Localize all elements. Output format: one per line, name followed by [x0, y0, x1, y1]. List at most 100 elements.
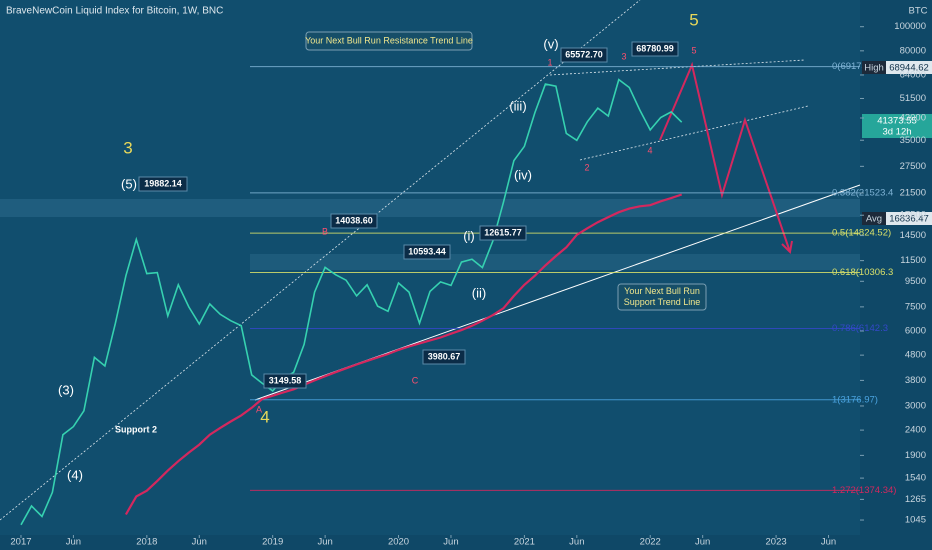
- avg-tag: [862, 212, 886, 225]
- y-tick-label: 35000: [900, 135, 926, 146]
- currency: BTC: [909, 6, 928, 17]
- annotation: Your Next Bull Run Resistance Trend Line: [305, 35, 473, 45]
- x-tick-label: Jun: [66, 537, 81, 548]
- price-label: 3149.58: [269, 375, 302, 385]
- x-tick-label: 2017: [10, 537, 31, 548]
- fib-label: 0.5(14824.52): [832, 228, 891, 239]
- price-label: 10593.44: [408, 246, 446, 256]
- channel-line: [549, 59, 806, 76]
- annotation: Your Next Bull Run Support Trend Line: [623, 286, 701, 307]
- high-tag: [862, 61, 886, 74]
- price-label-box: [403, 244, 451, 260]
- y-tick-label: 64000: [900, 69, 926, 80]
- wave-label: 4: [260, 407, 269, 426]
- moving-average: [124, 193, 683, 516]
- price-label: 3980.67: [428, 351, 461, 361]
- price-label-box: [263, 373, 307, 389]
- countdown: 3d 12h: [882, 127, 911, 138]
- y-tick-label: 3800: [905, 375, 926, 386]
- x-tick-label: Jun: [695, 537, 710, 548]
- sub-wave-label: C: [412, 375, 419, 385]
- fib-label: 0.786(6142.3: [832, 323, 888, 334]
- y-tick-label: 51500: [900, 93, 926, 104]
- price-label-box: [138, 176, 188, 192]
- sub-wave-label: 3: [621, 51, 626, 61]
- y-tick-label: 3000: [905, 400, 926, 411]
- price-label: 19882.14: [144, 178, 182, 188]
- resistance-trend-line: [0, 0, 641, 521]
- price-label-group: 19882.14 14038.60 10593.44 12615.77 6557…: [138, 41, 679, 389]
- y-tick-label: 11500: [900, 255, 926, 266]
- wave-label: (i): [463, 228, 475, 243]
- x-tick-label: Jun: [192, 537, 207, 548]
- y-tick-label: 1265: [905, 494, 926, 505]
- x-tick-label: Jun: [317, 537, 332, 548]
- y-tick-label: 27500: [900, 161, 926, 172]
- y-tick-label: 9500: [905, 276, 926, 287]
- price-label: 14038.60: [335, 215, 373, 225]
- y-tick-label: 21500: [900, 187, 926, 198]
- annotation-box: [305, 31, 473, 51]
- sub-wave-label: B: [322, 226, 328, 236]
- x-tick-label: Jun: [821, 537, 836, 548]
- price-line: [20, 78, 683, 526]
- y-tick-label: 2400: [905, 425, 926, 436]
- sub-wave-label: 4: [647, 145, 652, 155]
- sub-wave-label: 2: [584, 162, 589, 172]
- fib-label: 0.618(10306.3: [832, 267, 893, 278]
- avg-label: Avg: [866, 214, 882, 225]
- x-tick-label: 2018: [136, 537, 157, 548]
- wave-label: (ii): [472, 285, 486, 300]
- price-label-box: [631, 41, 679, 57]
- x-tick-label: Jun: [443, 537, 458, 548]
- last-tag: [862, 114, 932, 138]
- price-label-box: [422, 349, 466, 365]
- wave-label: (5): [121, 176, 137, 191]
- x-tick-label: 2022: [640, 537, 661, 548]
- y-tick-label: 14500: [900, 230, 926, 241]
- price-label-box: [330, 213, 378, 229]
- wave-label: 5: [689, 10, 698, 29]
- y-tick-label: 17500: [900, 210, 926, 221]
- projection-path: [659, 61, 791, 253]
- avg-tag: [886, 212, 932, 225]
- last-value: 41373.55: [877, 116, 917, 127]
- x-tick-label: 2020: [388, 537, 409, 548]
- time-axis: [0, 535, 860, 550]
- projection-arrow: [781, 240, 793, 255]
- price-label: 65572.70: [565, 49, 603, 59]
- annotation-wrap: Your Next Bull Run Support Trend Line: [623, 286, 701, 307]
- y-tick-label: 80000: [900, 45, 926, 56]
- price-label: 12615.77: [484, 227, 522, 237]
- x-tick-label: 2019: [262, 537, 283, 548]
- avg-value: 16836.47: [889, 214, 929, 225]
- y-tick-label: 7500: [905, 301, 926, 312]
- annotation: Support 2: [115, 424, 157, 434]
- fib-label: 1.272(1374.34): [832, 485, 896, 496]
- price-label-box: [560, 47, 608, 63]
- wave-label: (v): [543, 36, 558, 51]
- wave-label: (4): [67, 467, 83, 482]
- x-tick-label: 2023: [766, 537, 787, 548]
- y-tick-label: 4800: [905, 350, 926, 361]
- chart-title: BraveNewCoin Liquid Index for Bitcoin, 1…: [6, 6, 223, 17]
- wave-label: (3): [58, 382, 74, 397]
- price-label-box: [479, 225, 527, 241]
- sub-wave-label: A: [256, 404, 262, 414]
- sub-wave-label: 1: [547, 57, 552, 67]
- fib-label: 0(69174: [832, 61, 867, 72]
- sub-wave-label: 5: [691, 45, 696, 55]
- price-axis: [860, 0, 932, 550]
- wave-label: (iv): [514, 167, 532, 182]
- zone-band: [0, 199, 860, 217]
- annotation-box: [617, 283, 707, 311]
- y-tick-label: 6000: [905, 326, 926, 337]
- y-tick-label: 43000: [900, 113, 926, 124]
- y-tick-label: 1900: [905, 450, 926, 461]
- high-tag: [886, 61, 932, 74]
- high-label: High: [864, 63, 884, 74]
- price-label: 68780.99: [636, 43, 674, 53]
- x-tick-label: 2021: [514, 537, 535, 548]
